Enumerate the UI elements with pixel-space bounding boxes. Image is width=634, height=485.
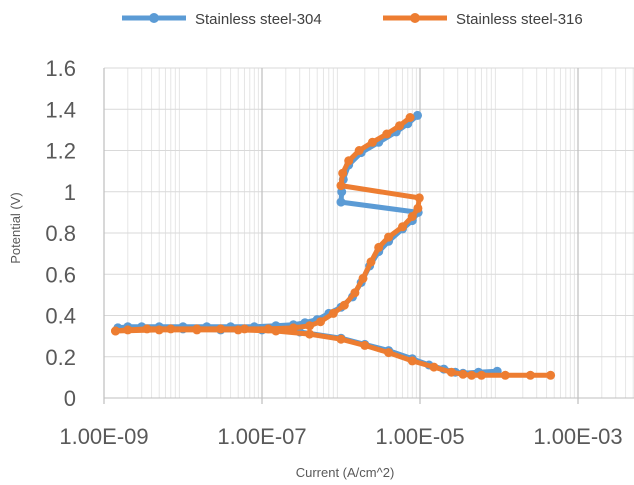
legend-item: Stainless steel-304 <box>122 11 322 28</box>
series-316 <box>111 113 556 380</box>
data-point <box>384 348 394 358</box>
y-tick-label: 0.8 <box>45 221 76 246</box>
data-point <box>336 197 346 207</box>
data-point <box>500 370 510 380</box>
data-point <box>384 232 394 242</box>
data-point <box>429 362 439 372</box>
data-point <box>366 257 376 267</box>
data-point <box>154 325 164 335</box>
data-point <box>360 340 370 350</box>
data-point <box>446 367 456 377</box>
data-point <box>414 193 424 203</box>
legend-swatch-marker <box>410 13 420 23</box>
data-point <box>339 300 349 310</box>
x-tick-label: 1.00E-09 <box>59 424 148 449</box>
legend-item: Stainless steel-316 <box>383 11 583 28</box>
data-point <box>316 317 325 327</box>
y-tick-label: 0.2 <box>45 345 76 370</box>
data-point <box>271 326 281 336</box>
legend-swatch-marker <box>149 13 159 23</box>
data-point <box>354 146 364 155</box>
major-grid <box>103 67 634 404</box>
x-tick-label: 1.00E-07 <box>217 424 306 449</box>
x-tick-label: 1.00E-03 <box>533 424 622 449</box>
y-tick-label: 1.4 <box>45 97 76 122</box>
data-point <box>405 113 415 122</box>
data-point <box>407 212 417 221</box>
y-tick-label: 0.6 <box>45 262 76 287</box>
data-point <box>525 370 535 380</box>
data-point <box>344 156 354 166</box>
data-point <box>477 370 486 380</box>
data-point <box>374 242 384 252</box>
data-point <box>398 222 407 232</box>
data-point <box>546 370 556 380</box>
data-point <box>407 356 417 366</box>
y-tick-label: 1.2 <box>45 139 76 164</box>
legend-label: Stainless steel-316 <box>456 11 583 28</box>
data-point <box>382 129 392 139</box>
data-point <box>358 273 368 283</box>
x-axis-label: Current (A/cm^2) <box>296 465 395 480</box>
x-tick-label: 1.00E-05 <box>375 424 464 449</box>
y-tick-label: 1 <box>64 180 76 205</box>
data-point <box>336 334 346 344</box>
y-tick-label: 0.4 <box>45 304 76 329</box>
legend: Stainless steel-304 Stainless steel-316 <box>122 11 583 28</box>
legend-label: Stainless steel-304 <box>195 11 322 28</box>
data-point <box>367 137 377 147</box>
y-tick-label: 0 <box>64 386 76 411</box>
y-axis-label: Potential (V) <box>8 192 23 264</box>
y-tick-label: 1.6 <box>45 56 76 81</box>
data-point <box>328 308 338 318</box>
data-point <box>395 121 404 131</box>
data-point <box>111 326 120 336</box>
data-point <box>413 110 422 120</box>
data-point <box>338 168 348 178</box>
data-point <box>467 370 477 380</box>
series-layer <box>111 110 556 380</box>
anodic-branch-line <box>113 115 422 334</box>
x-axis-ticks: 1.00E-09 1.00E-07 1.00E-05 1.00E-03 <box>59 424 622 449</box>
data-point <box>350 288 360 298</box>
anodic-branch-line <box>115 112 421 331</box>
data-point <box>305 329 315 339</box>
data-point <box>458 369 468 379</box>
y-axis-ticks: 0 0.2 0.4 0.6 0.8 1 1.2 1.4 1.6 <box>45 56 76 411</box>
data-point <box>233 325 243 335</box>
data-point <box>336 181 346 191</box>
data-point <box>413 203 423 213</box>
data-point <box>305 321 315 331</box>
data-point <box>192 325 202 335</box>
